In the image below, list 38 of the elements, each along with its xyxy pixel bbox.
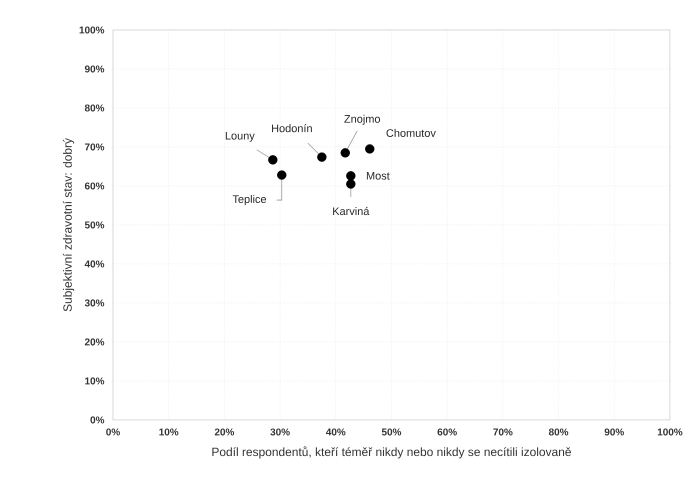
annotation: Znojmo bbox=[344, 114, 380, 125]
x-tick-label: 100% bbox=[658, 428, 682, 436]
y-axis-title: Subjektivní zdravotní stav: dobrý bbox=[62, 138, 74, 312]
x-tick-label: 30% bbox=[270, 428, 290, 436]
x-tick-label: 90% bbox=[604, 428, 624, 436]
x-tick-label: 70% bbox=[493, 428, 513, 436]
point bbox=[365, 144, 374, 154]
y-tick-label: 10% bbox=[85, 377, 104, 384]
annotation: Karviná bbox=[333, 206, 370, 216]
x-axis-title: Podíl respondentů, kteří téměř nikdy nebo nikdy se necítili izolovaně bbox=[212, 446, 571, 459]
x-tick-label: 20% bbox=[214, 428, 234, 436]
y-tick-label: 70% bbox=[84, 143, 104, 151]
y-tick-label: 0% bbox=[90, 416, 104, 424]
point bbox=[277, 170, 286, 180]
x-tick-label: 60% bbox=[438, 428, 457, 436]
y-tick-label: 100% bbox=[80, 26, 104, 34]
point bbox=[268, 155, 278, 165]
x-tick-label: 40% bbox=[326, 428, 346, 436]
y-tick-label: 50% bbox=[84, 221, 104, 229]
x-tick-label: 0% bbox=[106, 428, 120, 436]
annotation: Louny bbox=[226, 132, 255, 142]
point bbox=[340, 148, 350, 158]
annotation: Hodonín bbox=[272, 124, 312, 132]
x-tick-label: 50% bbox=[382, 428, 402, 436]
x-tick-label: 10% bbox=[159, 428, 178, 436]
y-tick-label: 20% bbox=[84, 338, 104, 346]
y-tick-label: 30% bbox=[84, 299, 104, 307]
y-tick-label: 40% bbox=[84, 260, 104, 268]
annotation: Chomutov bbox=[386, 128, 436, 137]
point bbox=[346, 179, 356, 189]
annotation: Teplice bbox=[232, 194, 266, 206]
point bbox=[317, 152, 327, 162]
x-tick-label: 80% bbox=[548, 428, 568, 436]
y-tick-label: 60% bbox=[84, 182, 104, 190]
y-tick-label: 80% bbox=[84, 104, 104, 112]
annotation: Most bbox=[366, 172, 390, 180]
y-tick-label: 90% bbox=[84, 65, 104, 73]
point bbox=[346, 171, 356, 181]
